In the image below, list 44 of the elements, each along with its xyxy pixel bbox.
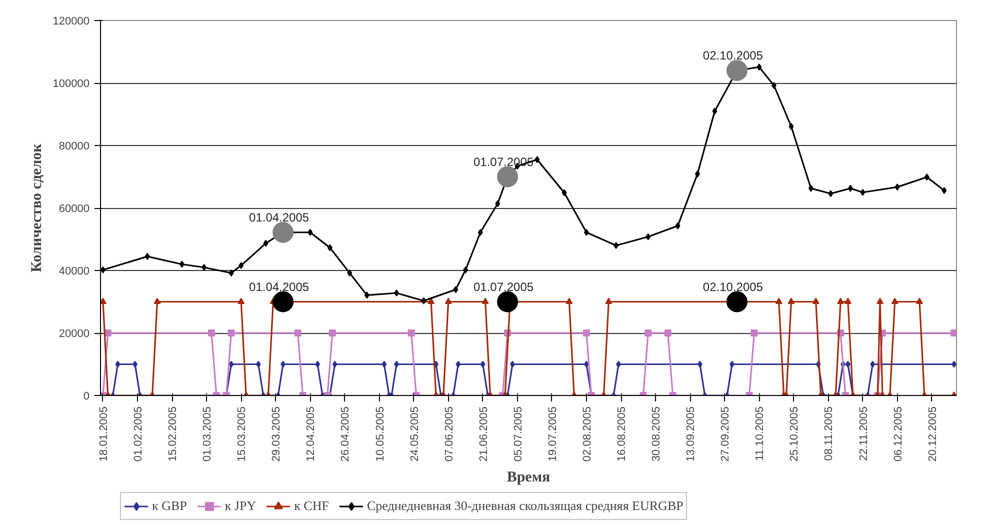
annotation: 01.07.2005 — [474, 154, 534, 169]
y-tick-label: 60000 — [58, 203, 90, 215]
x-tick-label: 22.11.2005 — [858, 406, 870, 461]
x-tick-label: 06.12.2005 — [892, 406, 904, 462]
x-tick-label: 29.03.2005 — [270, 406, 283, 462]
y-axis-title: Количество сделок — [28, 143, 45, 272]
y-tick-label: 0 — [83, 390, 90, 402]
annotation: 02.10.2005 — [702, 280, 764, 294]
x-tick-label: 20.12.2005 — [926, 406, 939, 462]
x-tick-label: 08.11.2005 — [823, 406, 836, 461]
x-tick-label: 16.08.2005 — [616, 406, 628, 462]
y-tick-label: 100000 — [52, 78, 90, 90]
y-tick-label: 20000 — [58, 328, 90, 340]
legend-label: Среднедневная 30-дневная скользящая средняя EURGBP — [366, 498, 684, 514]
x-tick-label: 24.05.2005 — [408, 406, 421, 462]
legend-label: к GBP — [152, 498, 187, 514]
x-tick-label: 10.05.2005 — [374, 406, 386, 462]
x-tick-label: 11.10.2005 — [754, 406, 766, 461]
x-tick-label: 15.02.2005 — [167, 406, 180, 462]
x-tick-label: 27.09.2005 — [720, 406, 732, 462]
x-tick-label: 19.07.2005 — [546, 406, 559, 462]
y-tick-label: 120000 — [52, 16, 90, 28]
x-tick-label: 02.08.2005 — [581, 406, 594, 462]
y-tick-label: 80000 — [58, 140, 90, 152]
x-axis-title: Время — [506, 470, 550, 486]
x-tick-label: 05.07.2005 — [512, 406, 524, 462]
annotation: 01.04.2005 — [249, 280, 310, 294]
x-tick-label: 12.04.2005 — [305, 406, 318, 462]
legend-label: к CHF — [294, 498, 329, 514]
x-tick-label: 07.06.2005 — [443, 406, 456, 462]
x-tick-label: 21.06.2005 — [478, 406, 490, 462]
legend-label: к JPY — [224, 498, 256, 514]
annotation: 02.10.2005 — [702, 48, 764, 62]
x-tick-label: 26.04.2005 — [340, 406, 352, 462]
x-tick-label: 18.01.2005 — [98, 406, 110, 462]
x-tick-label: 13.09.2005 — [685, 406, 698, 462]
x-tick-label: 01.02.2005 — [132, 406, 145, 462]
annotation: 01.04.2005 — [249, 210, 310, 224]
x-tick-label: 25.10.2005 — [788, 406, 801, 462]
x-tick-label: 01.03.2005 — [202, 406, 214, 462]
x-tick-label: 30.08.2005 — [650, 406, 663, 462]
y-tick-label: 40000 — [58, 266, 90, 278]
annotation: 01.07.2005 — [474, 280, 534, 294]
x-tick-label: 15.03.2005 — [236, 406, 248, 462]
